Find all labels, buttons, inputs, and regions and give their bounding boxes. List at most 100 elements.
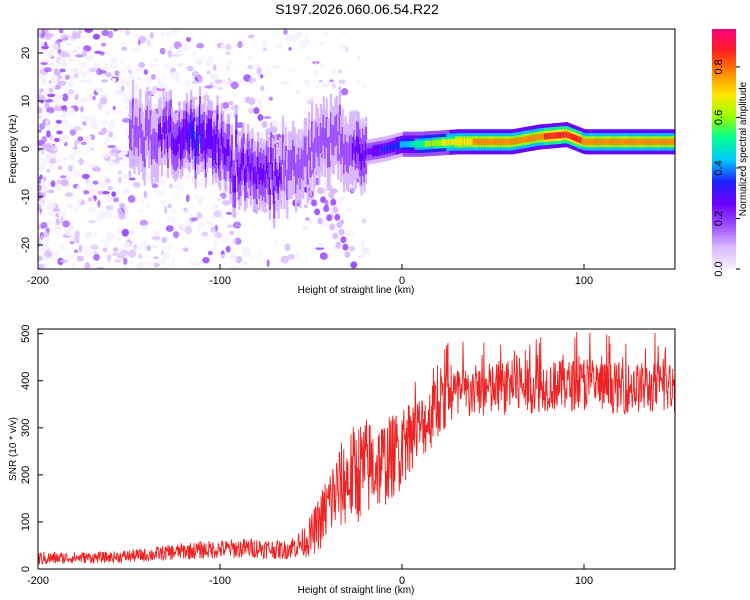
- spectrogram-ridge-cell: [318, 142, 321, 160]
- spectrogram-ridge-cell: [640, 138, 643, 145]
- spectrogram-blob: [92, 95, 96, 101]
- spectrogram-ridge-cell: [279, 162, 282, 180]
- spectrogram-blob: [97, 199, 101, 208]
- spectrogram-blob: [59, 50, 68, 58]
- spectrogram-blob: [105, 205, 114, 210]
- spectrogram-blob: [235, 212, 240, 217]
- spectrogram-blob: [229, 112, 234, 118]
- spectrogram-blob: [110, 149, 119, 157]
- spectrogram-blob: [194, 194, 198, 199]
- spectrogram-ridge-cell: [605, 138, 608, 145]
- spectrogram-blob: [235, 255, 243, 264]
- spectrogram-blob: [361, 239, 365, 248]
- spectrogram-blob: [294, 88, 302, 96]
- spectrogram-blob: [74, 236, 80, 244]
- snr-x-tick-label: -100: [209, 575, 231, 587]
- spectrogram-blob: [259, 131, 268, 139]
- spectrogram-blob: [53, 96, 60, 103]
- spectrogram-blob: [128, 170, 132, 178]
- spectrogram-blob: [160, 199, 166, 205]
- spectrogram-ridge-cell: [670, 138, 673, 145]
- spectrogram-ridge-cell: [539, 133, 542, 140]
- spectrogram-blob: [148, 43, 154, 46]
- spectrogram-blob: [160, 32, 165, 38]
- spectrogram-blob: [263, 116, 272, 120]
- spectrogram-blob: [61, 138, 66, 144]
- spectrogram-blob: [62, 34, 72, 39]
- spectrogram-ridge-cell: [465, 138, 468, 145]
- spectrogram-blob: [202, 257, 210, 264]
- spectrogram-ridge-cell: [446, 139, 449, 146]
- spectrogram-ridge-cell: [511, 138, 515, 145]
- spectrogram-ridge-cell: [261, 168, 264, 186]
- spectrogram-ridge-cell: [233, 175, 236, 193]
- spectrogram-streak: [314, 208, 321, 216]
- spectrogram-ridge-cell: [395, 142, 398, 149]
- spectrogram-ridge-cell: [375, 147, 378, 154]
- spectrogram-blob: [40, 163, 45, 172]
- spectrogram-blob: [285, 37, 292, 41]
- spectrogram-ridge-cell: [203, 126, 206, 144]
- spectrogram-blob: [48, 209, 54, 217]
- spectrogram-ridge-cell: [516, 137, 519, 144]
- spectrogram-blob: [43, 263, 48, 267]
- spectrogram-ridge-cell: [193, 124, 196, 142]
- spectrogram-x-tick-label: 100: [575, 275, 593, 287]
- spectrogram-ridge-cell: [341, 133, 344, 151]
- spectrogram-blob: [314, 84, 321, 89]
- spectrogram-ridge-cell: [576, 135, 579, 142]
- spectrogram-blob: [46, 202, 56, 210]
- spectrogram-ridge-cell: [300, 154, 303, 172]
- spectrogram-blob: [127, 230, 135, 234]
- spectrogram-blob: [38, 98, 44, 103]
- spectrogram-ridge-cell: [519, 137, 522, 144]
- spectrogram-blob: [93, 62, 101, 68]
- spectrogram-blob: [118, 152, 125, 158]
- spectrogram-ridge-cell: [503, 138, 506, 145]
- spectrogram-blob: [62, 220, 70, 228]
- spectrogram-ridge-cell: [570, 133, 573, 140]
- spectrogram-blob: [152, 236, 161, 241]
- snr-x-tick-label: 100: [575, 575, 593, 587]
- spectrogram-blob: [51, 144, 59, 151]
- spectrogram-blob: [309, 95, 318, 100]
- spectrogram-blob: [38, 203, 42, 211]
- spectrogram-blob: [188, 260, 198, 267]
- spectrogram-ridge-cell: [494, 138, 497, 145]
- spectrogram-ridge-cell: [574, 134, 577, 142]
- spectrogram-blob: [212, 84, 222, 90]
- spectrogram-blob: [233, 221, 242, 229]
- spectrogram-ridge-cell: [378, 146, 381, 154]
- spectrogram-ridge-cell: [527, 135, 531, 142]
- spectrogram-ridge-cell: [292, 146, 295, 164]
- spectrogram-ridge-cell: [245, 165, 248, 183]
- spectrogram-blob: [117, 170, 123, 176]
- spectrogram-ridge-cell: [468, 138, 471, 145]
- spectrogram-blob: [219, 254, 228, 258]
- spectrogram-ridge-cell: [495, 138, 499, 145]
- spectrogram-ridge-cell: [277, 176, 280, 194]
- spectrogram-ridge-cell: [484, 138, 487, 145]
- spectrogram-ridge-cell: [461, 138, 464, 145]
- spectrogram-blob: [176, 49, 184, 56]
- spectrogram-ridge-cell: [485, 138, 488, 145]
- spectrogram-blob: [42, 59, 50, 63]
- spectrogram-ridge-cell: [650, 138, 653, 145]
- spectrogram-blob: [121, 228, 129, 237]
- spectrogram-ridge-cell: [622, 138, 625, 145]
- spectrogram-ridge-cell: [319, 129, 322, 147]
- spectrogram-blob: [214, 79, 223, 84]
- spectrogram-blob: [62, 156, 70, 161]
- spectrogram-blob: [143, 190, 148, 199]
- spectrogram-blob: [52, 208, 61, 212]
- spectrogram-blob: [167, 49, 172, 58]
- spectrogram-blob: [58, 59, 63, 66]
- spectrogram-ridge-cell: [624, 138, 627, 145]
- spectrogram-ridge-cell: [204, 145, 207, 163]
- spectrogram-ridge-cell: [669, 138, 672, 145]
- spectrogram-blob: [251, 266, 256, 269]
- spectrogram-ridge-cell: [535, 134, 538, 141]
- spectrogram-blob: [220, 43, 226, 50]
- spectrogram-blob: [53, 67, 59, 76]
- spectrogram-blob: [276, 43, 283, 48]
